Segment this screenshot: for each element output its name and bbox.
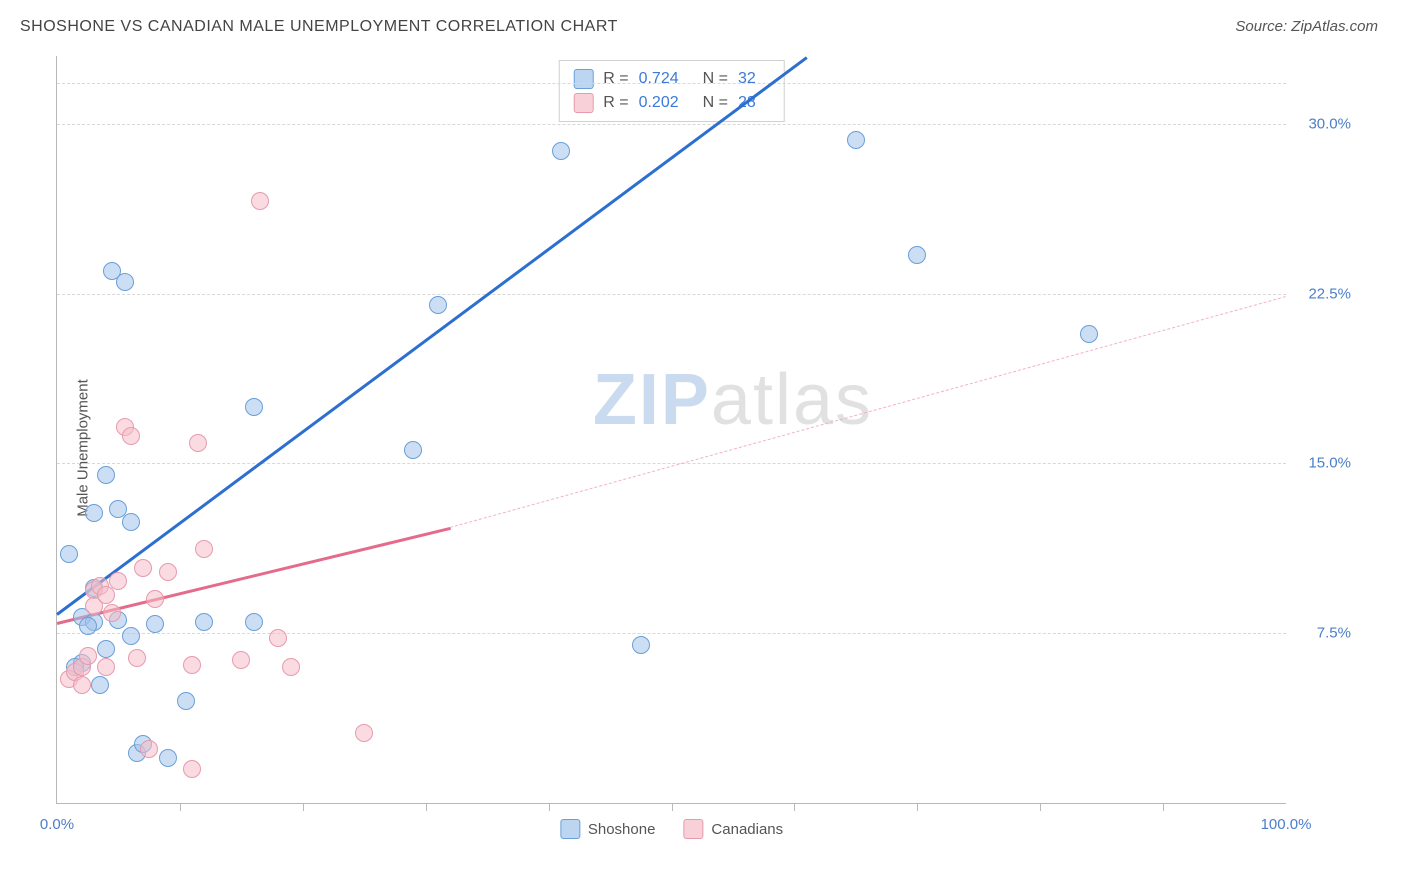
data-point bbox=[159, 563, 177, 581]
source-name: ZipAtlas.com bbox=[1291, 18, 1378, 35]
legend-label-canadians: Canadians bbox=[711, 821, 783, 838]
series-legend: Shoshone Canadians bbox=[560, 819, 783, 839]
swatch-blue-icon bbox=[560, 819, 580, 839]
y-tick-label: 15.0% bbox=[1308, 455, 1351, 472]
x-tick bbox=[1163, 803, 1164, 811]
data-point bbox=[189, 434, 207, 452]
regression-line bbox=[450, 296, 1286, 528]
data-point bbox=[97, 640, 115, 658]
data-point bbox=[146, 615, 164, 633]
r-label: R = bbox=[603, 70, 628, 88]
data-point bbox=[140, 740, 158, 758]
data-point bbox=[177, 692, 195, 710]
data-point bbox=[355, 724, 373, 742]
data-point bbox=[232, 651, 250, 669]
x-tick bbox=[794, 803, 795, 811]
data-point bbox=[183, 656, 201, 674]
swatch-blue-icon bbox=[573, 69, 593, 89]
y-tick-label: 7.5% bbox=[1317, 625, 1351, 642]
data-point bbox=[251, 192, 269, 210]
data-point bbox=[245, 398, 263, 416]
data-point bbox=[109, 500, 127, 518]
watermark-zip: ZIP bbox=[593, 360, 711, 440]
data-point bbox=[134, 559, 152, 577]
x-tick-label: 100.0% bbox=[1261, 816, 1312, 833]
data-point bbox=[908, 246, 926, 264]
data-point bbox=[97, 466, 115, 484]
n-value-shoshone: 32 bbox=[738, 70, 756, 88]
y-tick-label: 30.0% bbox=[1308, 115, 1351, 132]
data-point bbox=[122, 427, 140, 445]
data-point bbox=[1080, 325, 1098, 343]
r-value-shoshone: 0.724 bbox=[639, 70, 679, 88]
data-point bbox=[60, 545, 78, 563]
legend-label-shoshone: Shoshone bbox=[588, 821, 656, 838]
data-point bbox=[847, 131, 865, 149]
x-tick bbox=[426, 803, 427, 811]
chart-header: SHOSHONE VS CANADIAN MALE UNEMPLOYMENT C… bbox=[0, 0, 1406, 44]
legend-row-canadians: R = 0.202 N = 28 bbox=[573, 91, 770, 115]
watermark: ZIPatlas bbox=[593, 359, 873, 441]
data-point bbox=[552, 142, 570, 160]
x-tick-label: 0.0% bbox=[40, 816, 74, 833]
gridline-h bbox=[57, 294, 1286, 295]
data-point bbox=[632, 636, 650, 654]
r-label: R = bbox=[603, 94, 628, 112]
legend-row-shoshone: R = 0.724 N = 32 bbox=[573, 67, 770, 91]
x-tick bbox=[672, 803, 673, 811]
y-tick-label: 22.5% bbox=[1308, 285, 1351, 302]
swatch-pink-icon bbox=[573, 93, 593, 113]
r-value-canadians: 0.202 bbox=[639, 94, 679, 112]
x-tick bbox=[1040, 803, 1041, 811]
data-point bbox=[404, 441, 422, 459]
x-tick bbox=[549, 803, 550, 811]
data-point bbox=[122, 627, 140, 645]
source-prefix: Source: bbox=[1235, 18, 1291, 35]
data-point bbox=[103, 604, 121, 622]
x-tick bbox=[917, 803, 918, 811]
data-point bbox=[85, 504, 103, 522]
correlation-legend: R = 0.724 N = 32 R = 0.202 N = 28 bbox=[558, 60, 785, 122]
data-point bbox=[195, 613, 213, 631]
swatch-pink-icon bbox=[683, 819, 703, 839]
chart-source: Source: ZipAtlas.com bbox=[1235, 18, 1378, 35]
gridline-h bbox=[57, 83, 1286, 84]
data-point bbox=[159, 749, 177, 767]
watermark-atlas: atlas bbox=[711, 360, 873, 440]
x-tick bbox=[180, 803, 181, 811]
plot-area: ZIPatlas R = 0.724 N = 32 R = 0.202 N = … bbox=[56, 56, 1286, 804]
data-point bbox=[429, 296, 447, 314]
gridline-h bbox=[57, 633, 1286, 634]
data-point bbox=[73, 676, 91, 694]
data-point bbox=[146, 590, 164, 608]
data-point bbox=[79, 617, 97, 635]
data-point bbox=[79, 647, 97, 665]
data-point bbox=[116, 273, 134, 291]
data-point bbox=[109, 572, 127, 590]
legend-item-canadians: Canadians bbox=[683, 819, 783, 839]
data-point bbox=[195, 540, 213, 558]
gridline-h bbox=[57, 124, 1286, 125]
chart-title: SHOSHONE VS CANADIAN MALE UNEMPLOYMENT C… bbox=[20, 18, 618, 36]
data-point bbox=[183, 760, 201, 778]
data-point bbox=[245, 613, 263, 631]
data-point bbox=[269, 629, 287, 647]
x-tick bbox=[303, 803, 304, 811]
legend-item-shoshone: Shoshone bbox=[560, 819, 656, 839]
data-point bbox=[128, 649, 146, 667]
n-label: N = bbox=[703, 70, 728, 88]
data-point bbox=[122, 513, 140, 531]
data-point bbox=[91, 676, 109, 694]
data-point bbox=[282, 658, 300, 676]
n-label: N = bbox=[703, 94, 728, 112]
data-point bbox=[97, 658, 115, 676]
chart-container: Male Unemployment ZIPatlas R = 0.724 N =… bbox=[48, 44, 1358, 852]
gridline-h bbox=[57, 463, 1286, 464]
